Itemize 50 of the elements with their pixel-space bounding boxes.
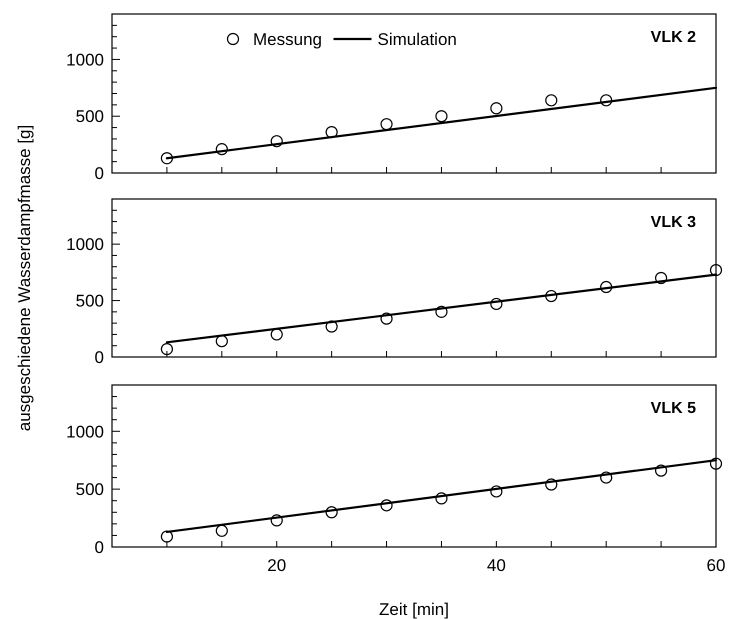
point	[545, 290, 558, 302]
point	[270, 328, 283, 341]
point	[710, 458, 722, 470]
point	[710, 264, 722, 276]
point	[545, 478, 558, 491]
legend-label: Simulation	[378, 30, 457, 49]
x-axis-title: Zeit [min]	[379, 600, 449, 619]
y-tick-label: 0	[94, 348, 104, 367]
text: VLK 2	[650, 29, 696, 46]
x-tick-label: 40	[486, 556, 506, 575]
point	[435, 110, 448, 122]
point	[270, 135, 283, 148]
point	[216, 335, 228, 348]
point	[380, 312, 393, 325]
y-tick-label: 1000	[66, 50, 104, 70]
point	[654, 464, 668, 477]
point	[490, 102, 502, 114]
text: VLK 5	[650, 400, 696, 417]
point	[435, 492, 448, 504]
point	[326, 506, 338, 518]
point	[490, 485, 502, 498]
y-tick-label: 500	[76, 107, 104, 126]
point	[326, 320, 338, 333]
point	[216, 143, 228, 156]
point	[600, 94, 612, 106]
point	[545, 94, 558, 106]
point	[654, 272, 668, 284]
x-tick-label: 20	[267, 556, 286, 575]
point	[160, 152, 174, 164]
y-tick-label: 500	[76, 292, 104, 311]
x-tick-label: 60	[706, 556, 726, 575]
point	[600, 280, 612, 294]
legend-label: Messung	[253, 30, 322, 49]
point	[435, 306, 448, 318]
y-tick-label: 1000	[66, 422, 104, 442]
point	[160, 530, 174, 543]
point	[380, 118, 393, 130]
y-tick-label: 0	[94, 164, 104, 183]
point	[326, 126, 338, 138]
point	[600, 471, 612, 484]
y-axis-title: ausgeschiedene Wasserdampfmasse [g]	[15, 124, 34, 432]
y-tick-label: 500	[76, 480, 104, 500]
point	[160, 343, 174, 356]
point	[380, 499, 393, 512]
point	[270, 514, 283, 526]
y-tick-label: 0	[94, 538, 104, 557]
point	[216, 524, 228, 537]
text: VLK 3	[650, 214, 696, 231]
point	[490, 298, 502, 310]
y-tick-label: 1000	[66, 235, 104, 254]
